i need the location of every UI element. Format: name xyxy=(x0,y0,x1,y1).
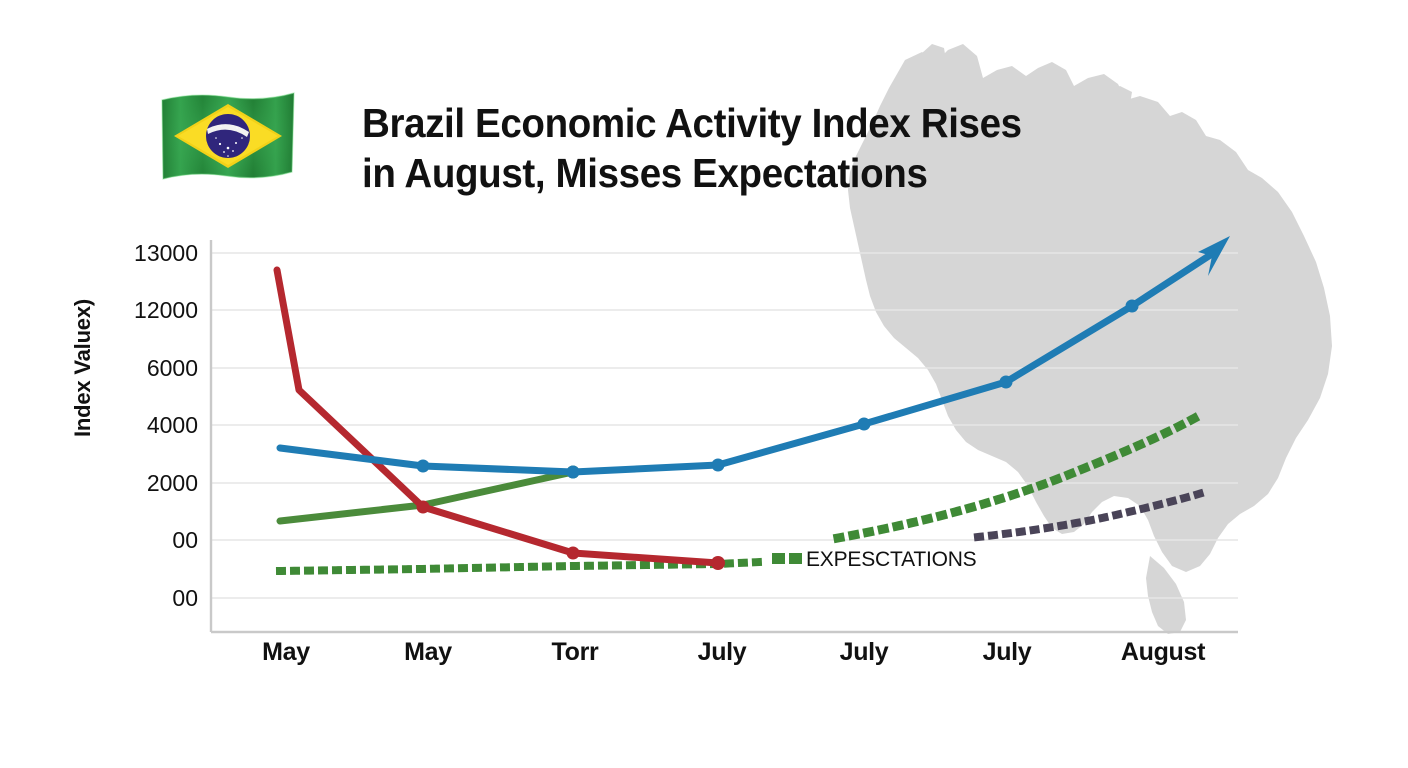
series-activity-index-arrowhead xyxy=(1198,236,1230,276)
x-tick: May xyxy=(262,638,310,666)
legend-label-expectations: EXPESCTATIONS xyxy=(806,548,977,571)
gridlines xyxy=(211,252,1238,599)
y-tick: 13000 xyxy=(134,240,198,266)
x-tick: May xyxy=(404,638,452,666)
x-tick: July xyxy=(697,638,747,666)
y-tick: 00 xyxy=(172,585,198,611)
series-activity-index xyxy=(276,246,1222,476)
x-tick: July xyxy=(839,638,889,666)
series-secondary-forecast xyxy=(973,488,1207,542)
x-tick: July xyxy=(982,638,1032,666)
y-tick: 4000 xyxy=(146,412,198,438)
y-tick: 2000 xyxy=(146,470,198,496)
legend-swatch-expectations xyxy=(772,553,802,564)
series-declining-index xyxy=(273,266,722,567)
x-tick: Torr xyxy=(551,638,599,666)
page-title: Brazil Economic Activity Index Rises in … xyxy=(362,100,1022,196)
y-tick: 00 xyxy=(172,527,198,553)
series-rising-baseline xyxy=(276,468,577,525)
series-declining-index-markers xyxy=(416,500,725,570)
series-activity-index-markers xyxy=(416,299,1139,479)
series-expectations-rising xyxy=(832,407,1209,544)
y-tick: 12000 xyxy=(134,297,198,323)
x-tick: August xyxy=(1120,638,1206,666)
brazil-flag-icon xyxy=(161,92,295,180)
series-expectations-flat xyxy=(275,557,765,576)
y-axis-ticks: 13000 12000 6000 4000 2000 00 00 xyxy=(88,0,198,768)
page-header: Brazil Economic Activity Index Rises in … xyxy=(0,0,1408,220)
y-tick: 6000 xyxy=(146,355,198,381)
